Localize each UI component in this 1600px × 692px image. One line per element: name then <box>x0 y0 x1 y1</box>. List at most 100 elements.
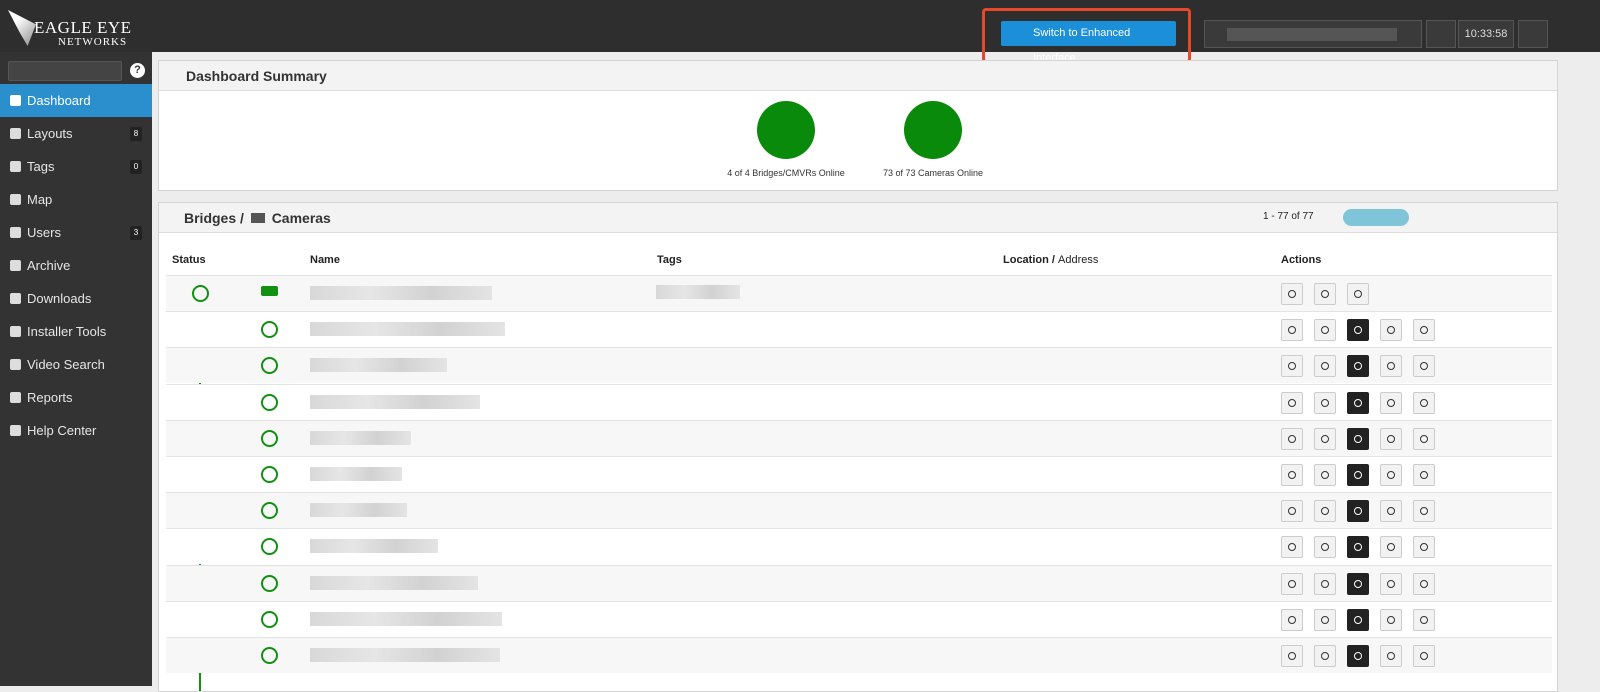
action-button[interactable] <box>1347 427 1369 450</box>
nav-item[interactable]: Reports <box>0 381 152 414</box>
status-ok <box>261 321 278 339</box>
action-button[interactable] <box>1380 536 1402 559</box>
action-button[interactable] <box>1281 536 1303 559</box>
nav-item[interactable]: Tags 0 <box>0 150 152 183</box>
action-button[interactable] <box>1380 608 1402 631</box>
action-button[interactable] <box>1413 464 1435 486</box>
cameras-pie <box>904 101 962 159</box>
name-blur <box>310 611 502 626</box>
action-button[interactable] <box>1347 391 1369 414</box>
action-icon <box>1387 615 1395 624</box>
action-button[interactable] <box>1281 283 1303 305</box>
action-button[interactable] <box>1380 427 1402 450</box>
search-box[interactable] <box>8 61 122 81</box>
bridge-row[interactable] <box>166 275 1552 691</box>
fullscreen-button[interactable] <box>1518 20 1548 48</box>
action-button[interactable] <box>1314 608 1336 631</box>
nav-item[interactable]: Installer Tools <box>0 315 152 348</box>
nav-item[interactable]: Video Search <box>0 348 152 381</box>
action-button[interactable] <box>1347 355 1369 378</box>
action-button[interactable] <box>1314 572 1336 595</box>
nav-item[interactable]: Dashboard <box>0 84 152 117</box>
nav-item[interactable]: Users 3 <box>0 216 152 249</box>
action-button[interactable] <box>1347 645 1369 667</box>
camera-row[interactable] <box>166 347 1552 384</box>
action-button[interactable] <box>1413 391 1435 414</box>
action-button[interactable] <box>1380 355 1402 378</box>
nav-label: Dashboard <box>27 93 91 108</box>
action-button[interactable] <box>1347 536 1369 559</box>
sidebar <box>0 52 152 686</box>
action-icon <box>1420 434 1428 443</box>
action-button[interactable] <box>1413 355 1435 378</box>
action-button[interactable] <box>1413 319 1435 342</box>
action-button[interactable] <box>1281 391 1303 414</box>
nav-item[interactable]: Layouts 8 <box>0 117 152 150</box>
action-button[interactable] <box>1413 427 1435 450</box>
action-button[interactable] <box>1281 464 1303 486</box>
camera-row[interactable] <box>166 419 1552 456</box>
action-button[interactable] <box>1380 319 1402 342</box>
camera-row[interactable] <box>166 564 1552 601</box>
action-icon <box>1321 290 1329 298</box>
nav-label: Tags <box>27 159 55 174</box>
nav-item[interactable]: Help Center <box>0 414 152 447</box>
action-button[interactable] <box>1380 464 1402 486</box>
action-button[interactable] <box>1314 500 1336 523</box>
action-button[interactable] <box>1347 464 1369 486</box>
camera-row[interactable] <box>166 492 1552 529</box>
camera-row[interactable] <box>166 600 1552 637</box>
action-button[interactable] <box>1380 572 1402 595</box>
action-icon <box>1354 434 1362 443</box>
action-button[interactable] <box>1347 319 1369 342</box>
action-button[interactable] <box>1314 427 1336 450</box>
action-button[interactable] <box>1281 500 1303 523</box>
user-blur <box>1227 28 1397 41</box>
action-button[interactable] <box>1347 608 1369 631</box>
action-button[interactable] <box>1347 283 1369 305</box>
action-button[interactable] <box>1380 391 1402 414</box>
bridges-stat: 4 of 4 Bridges/CMVRs Online <box>727 168 845 178</box>
action-button[interactable] <box>1413 608 1435 631</box>
action-button[interactable] <box>1413 572 1435 595</box>
action-button[interactable] <box>1281 572 1303 595</box>
nav-item[interactable]: Archive <box>0 249 152 282</box>
action-icon <box>1420 398 1428 407</box>
user-dropdown[interactable] <box>1204 20 1422 48</box>
action-icon <box>1321 362 1329 371</box>
enhanced-interface-button[interactable]: Switch to Enhanced Interface <box>1001 21 1176 64</box>
action-button[interactable] <box>1380 500 1402 523</box>
action-button[interactable] <box>1314 645 1336 667</box>
camera-row[interactable] <box>166 456 1552 492</box>
help-icon[interactable]: ? <box>130 63 145 78</box>
flag-button[interactable] <box>1426 20 1456 48</box>
nav-item[interactable]: Downloads <box>0 282 152 315</box>
camera-row[interactable] <box>166 311 1552 348</box>
action-button[interactable] <box>1281 608 1303 631</box>
pagination-buttons[interactable] <box>1343 209 1409 226</box>
action-button[interactable] <box>1281 645 1303 667</box>
action-button[interactable] <box>1314 391 1336 414</box>
action-button[interactable] <box>1314 319 1336 342</box>
camera-row[interactable] <box>166 383 1552 420</box>
action-button[interactable] <box>1347 500 1369 523</box>
action-icon <box>1288 434 1296 443</box>
camera-row[interactable] <box>166 637 1552 673</box>
action-button[interactable] <box>1380 645 1402 667</box>
action-button[interactable] <box>1314 464 1336 486</box>
nav-item[interactable]: Map <box>0 183 152 216</box>
nav-icon <box>10 227 21 238</box>
action-button[interactable] <box>1347 572 1369 595</box>
action-button[interactable] <box>1281 319 1303 342</box>
nav-label: Installer Tools <box>27 324 107 339</box>
action-button[interactable] <box>1413 536 1435 559</box>
action-button[interactable] <box>1281 427 1303 450</box>
action-button[interactable] <box>1314 355 1336 378</box>
action-button[interactable] <box>1314 536 1336 559</box>
action-button[interactable] <box>1413 500 1435 523</box>
status-ok <box>261 647 278 664</box>
action-button[interactable] <box>1413 645 1435 667</box>
camera-row[interactable] <box>166 528 1552 565</box>
action-button[interactable] <box>1314 283 1336 305</box>
action-button[interactable] <box>1281 355 1303 378</box>
